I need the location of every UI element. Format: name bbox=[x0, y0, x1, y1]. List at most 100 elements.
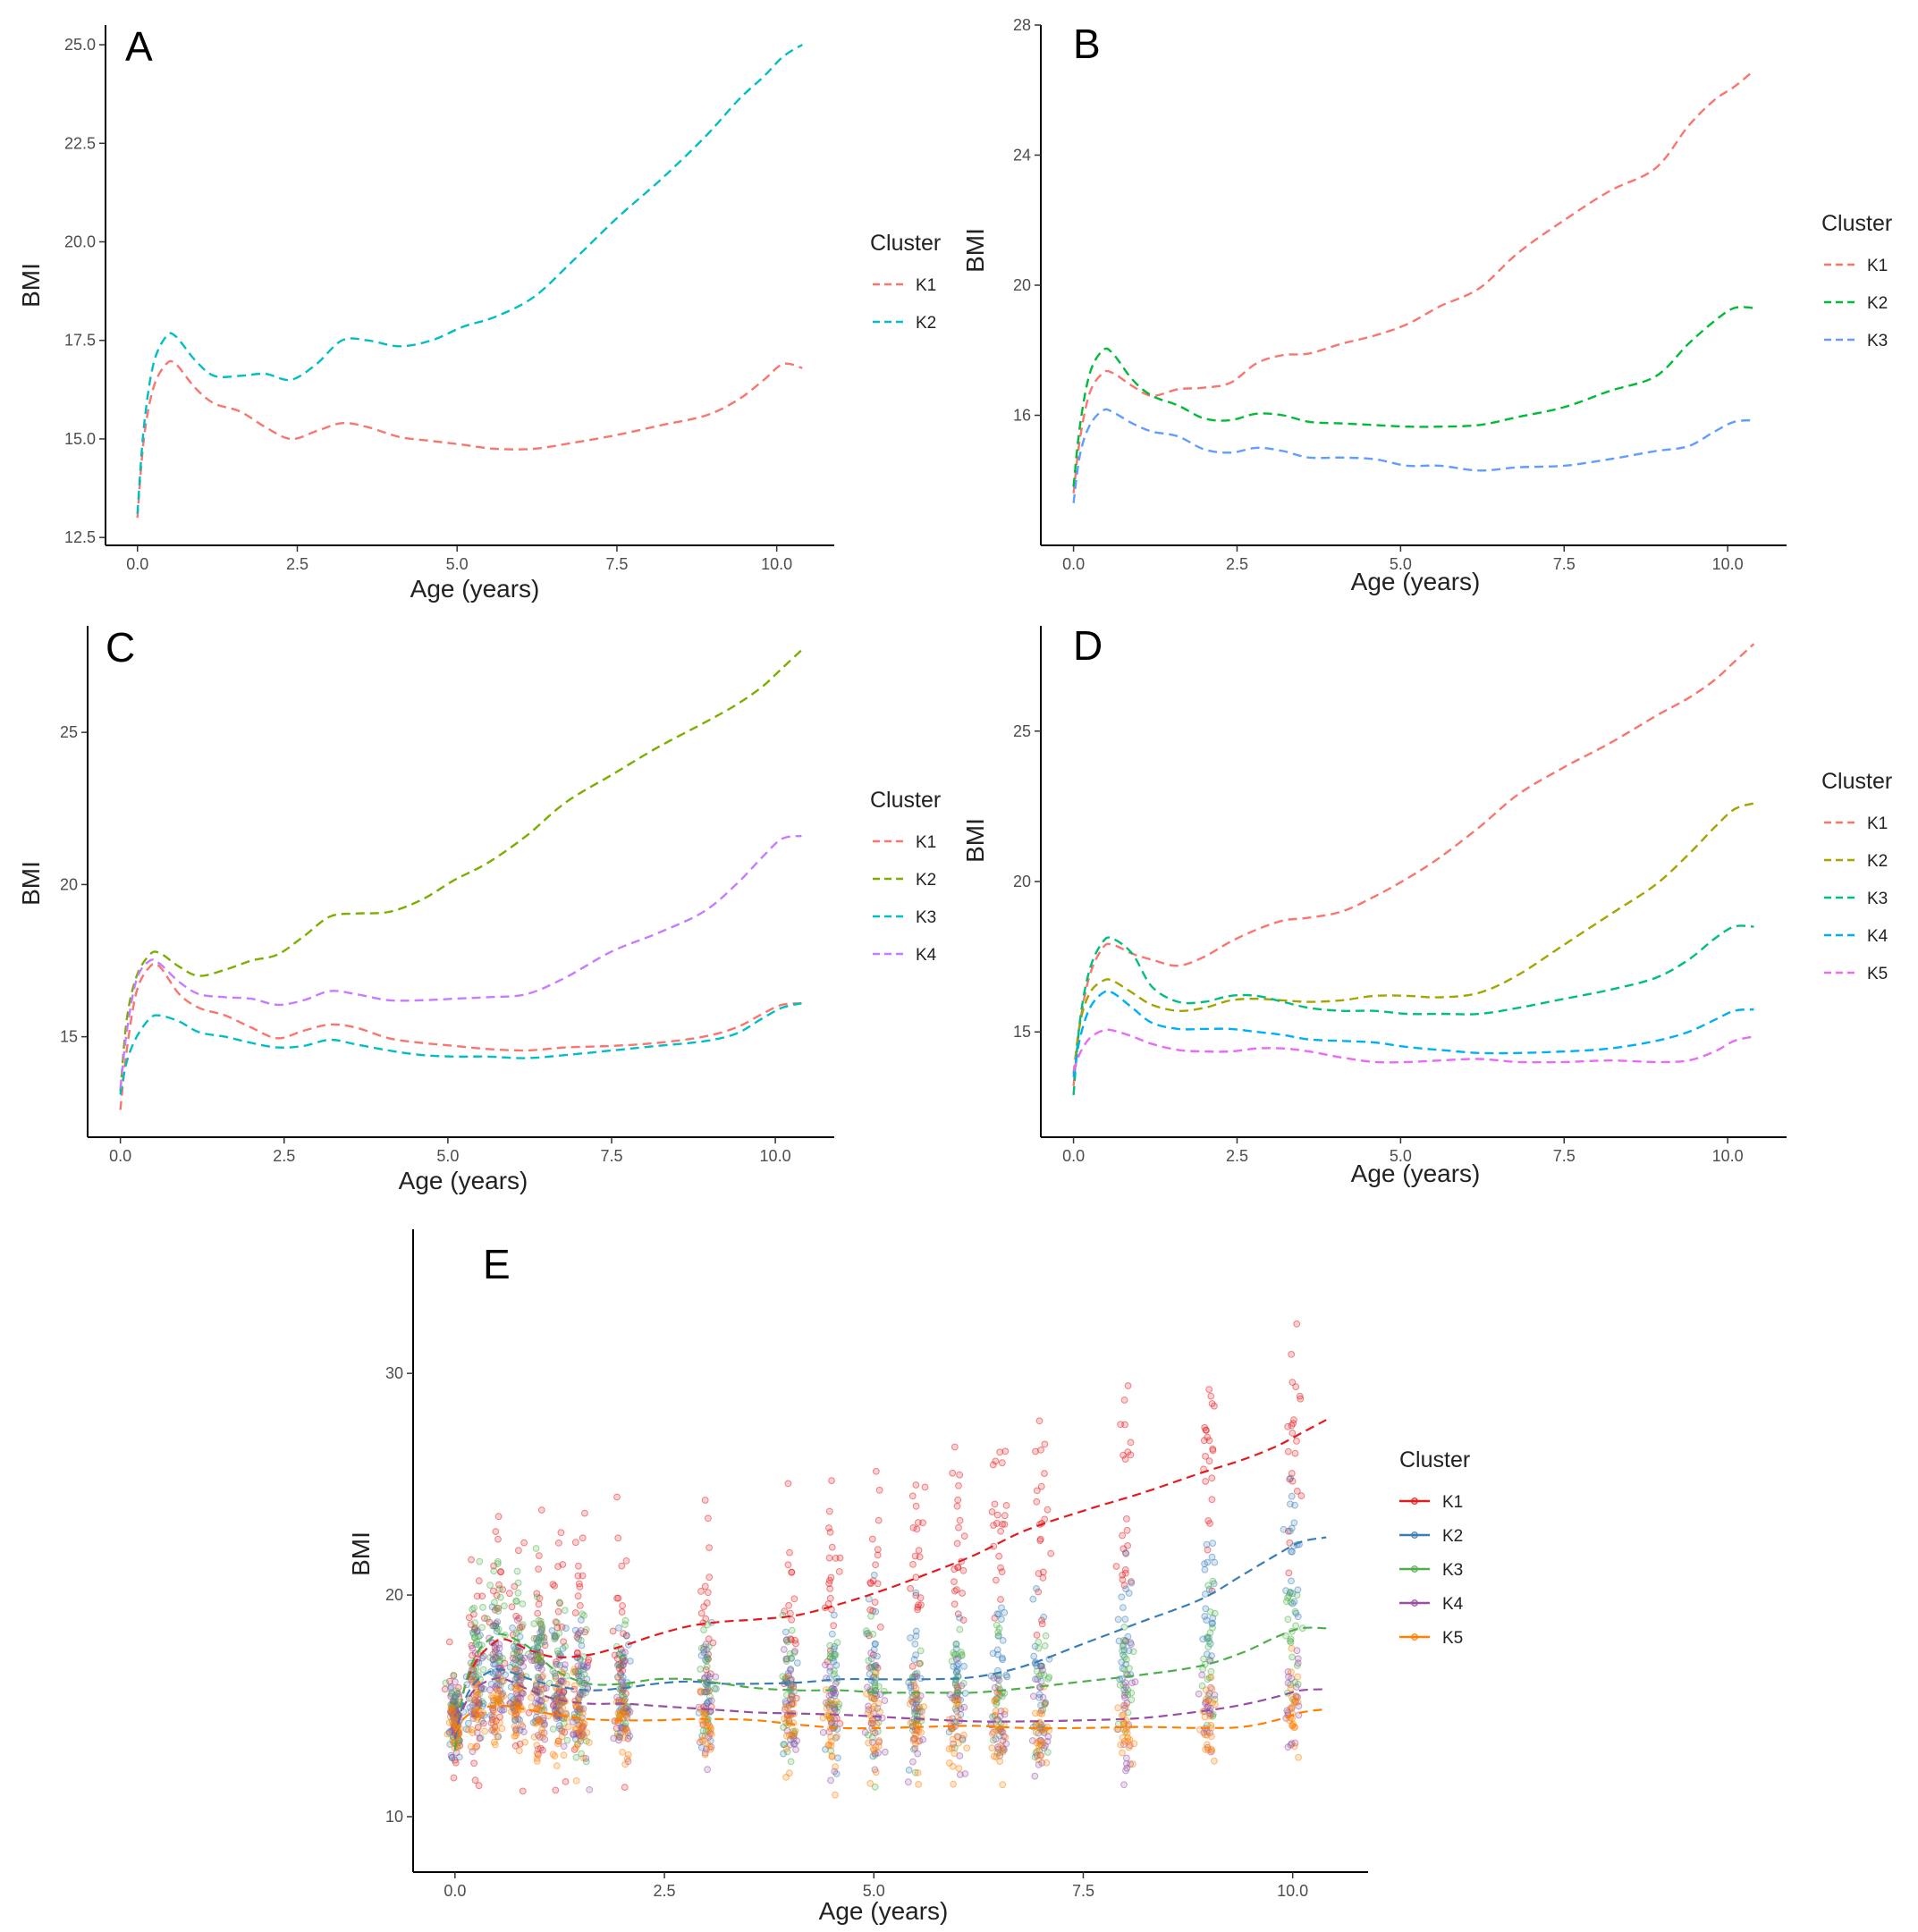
point-k1 bbox=[619, 1602, 626, 1609]
point-k5 bbox=[868, 1705, 876, 1713]
point-k5 bbox=[706, 1743, 714, 1751]
point-k1 bbox=[915, 1601, 922, 1609]
x-tick-label: 0.0 bbox=[444, 1882, 466, 1900]
point-k1 bbox=[875, 1516, 883, 1524]
point-k1 bbox=[1124, 1542, 1131, 1549]
point-k1 bbox=[959, 1590, 966, 1597]
series-line-k2 bbox=[119, 649, 803, 1093]
point-k4 bbox=[704, 1766, 711, 1774]
point-k1 bbox=[549, 1581, 557, 1588]
point-k1 bbox=[830, 1622, 838, 1630]
point-k4 bbox=[478, 1684, 486, 1692]
point-k5 bbox=[469, 1729, 477, 1736]
point-k1 bbox=[552, 1786, 560, 1794]
point-k2 bbox=[1202, 1605, 1210, 1613]
point-k1 bbox=[1038, 1620, 1046, 1628]
point-k4 bbox=[486, 1686, 494, 1694]
point-k5 bbox=[512, 1696, 520, 1704]
point-k5 bbox=[872, 1743, 880, 1751]
series-line-k2 bbox=[1072, 306, 1754, 487]
chart-panel-c: 0.0 2.5 5.0 7.5 10.0 15 20 25 Age (years) BMI C Clu… bbox=[17, 624, 941, 1194]
point-k1 bbox=[537, 1506, 545, 1514]
panel-letter: A bbox=[125, 23, 153, 70]
x-tick-label: 5.0 bbox=[436, 1147, 459, 1165]
point-k3 bbox=[477, 1641, 486, 1649]
point-k1 bbox=[494, 1535, 502, 1543]
legend-label-k1: K1 bbox=[1867, 814, 1888, 833]
point-k5 bbox=[1122, 1725, 1130, 1733]
point-k5 bbox=[1207, 1745, 1215, 1753]
point-k2 bbox=[578, 1641, 586, 1649]
point-k5 bbox=[618, 1709, 626, 1717]
y-tick-label: 20.0 bbox=[64, 233, 96, 251]
point-k3 bbox=[831, 1667, 838, 1675]
point-k1 bbox=[951, 1600, 959, 1608]
y-axis-title: BMI bbox=[961, 818, 989, 863]
point-k2 bbox=[782, 1628, 790, 1636]
point-k3 bbox=[1284, 1616, 1292, 1624]
point-k1 bbox=[953, 1586, 960, 1593]
point-k5 bbox=[911, 1730, 919, 1738]
point-k5 bbox=[537, 1729, 545, 1737]
x-tick-label: 7.5 bbox=[1553, 555, 1576, 573]
point-k1 bbox=[520, 1539, 528, 1547]
x-axis-title: Age (years) bbox=[1351, 1160, 1481, 1187]
point-k4 bbox=[1123, 1764, 1131, 1772]
point-k1 bbox=[1208, 1474, 1216, 1482]
point-k1 bbox=[697, 1609, 706, 1617]
point-k5 bbox=[1000, 1746, 1008, 1754]
point-k1 bbox=[1041, 1470, 1048, 1477]
point-k4 bbox=[570, 1731, 578, 1739]
point-k5 bbox=[833, 1733, 841, 1741]
point-k2 bbox=[832, 1661, 841, 1669]
point-k5 bbox=[538, 1685, 546, 1693]
series-line-k1 bbox=[1072, 69, 1755, 494]
legend-label-k1: K1 bbox=[1867, 257, 1888, 275]
point-k3 bbox=[519, 1621, 527, 1629]
point-k5 bbox=[560, 1751, 568, 1759]
series-line-k4 bbox=[1072, 990, 1754, 1077]
legend-key-point bbox=[1411, 1599, 1418, 1607]
legend-title: Cluster bbox=[870, 788, 941, 813]
y-tick-label: 24 bbox=[1013, 147, 1031, 165]
point-k1 bbox=[493, 1591, 501, 1599]
point-k3 bbox=[952, 1641, 960, 1649]
point-k1 bbox=[868, 1535, 876, 1543]
point-k5 bbox=[876, 1708, 883, 1716]
point-k5 bbox=[1289, 1693, 1296, 1700]
point-k5 bbox=[489, 1725, 497, 1734]
point-k3 bbox=[1044, 1675, 1052, 1683]
point-k3 bbox=[1126, 1665, 1133, 1673]
legend-label-k1: K1 bbox=[1442, 1493, 1463, 1512]
point-k5 bbox=[960, 1732, 967, 1739]
point-k1 bbox=[1122, 1569, 1129, 1577]
point-k5 bbox=[562, 1680, 570, 1688]
y-axis-title: BMI bbox=[347, 1531, 375, 1576]
x-tick-label: 5.0 bbox=[446, 555, 469, 573]
legend-title: Cluster bbox=[1821, 211, 1892, 236]
point-k3 bbox=[1199, 1666, 1207, 1673]
point-k5 bbox=[865, 1739, 873, 1747]
point-k5 bbox=[558, 1688, 566, 1695]
point-k2 bbox=[912, 1627, 920, 1635]
point-k4 bbox=[876, 1691, 884, 1699]
point-k4 bbox=[1031, 1772, 1039, 1780]
point-k1 bbox=[576, 1583, 584, 1590]
point-k5 bbox=[528, 1694, 535, 1701]
point-k1 bbox=[907, 1584, 914, 1592]
y-tick-label: 15 bbox=[60, 1028, 78, 1046]
legend-key-point bbox=[1411, 1633, 1418, 1641]
point-k3 bbox=[473, 1638, 480, 1645]
point-k5 bbox=[586, 1739, 593, 1746]
point-k1 bbox=[872, 1467, 880, 1475]
point-k3 bbox=[1287, 1588, 1294, 1596]
point-k5 bbox=[477, 1711, 485, 1719]
point-k4 bbox=[577, 1627, 585, 1634]
point-k4 bbox=[492, 1683, 499, 1691]
point-k3 bbox=[513, 1567, 521, 1575]
point-k1 bbox=[1289, 1379, 1297, 1386]
point-k3 bbox=[470, 1604, 477, 1612]
point-k5 bbox=[912, 1684, 920, 1692]
point-k1 bbox=[836, 1554, 844, 1562]
